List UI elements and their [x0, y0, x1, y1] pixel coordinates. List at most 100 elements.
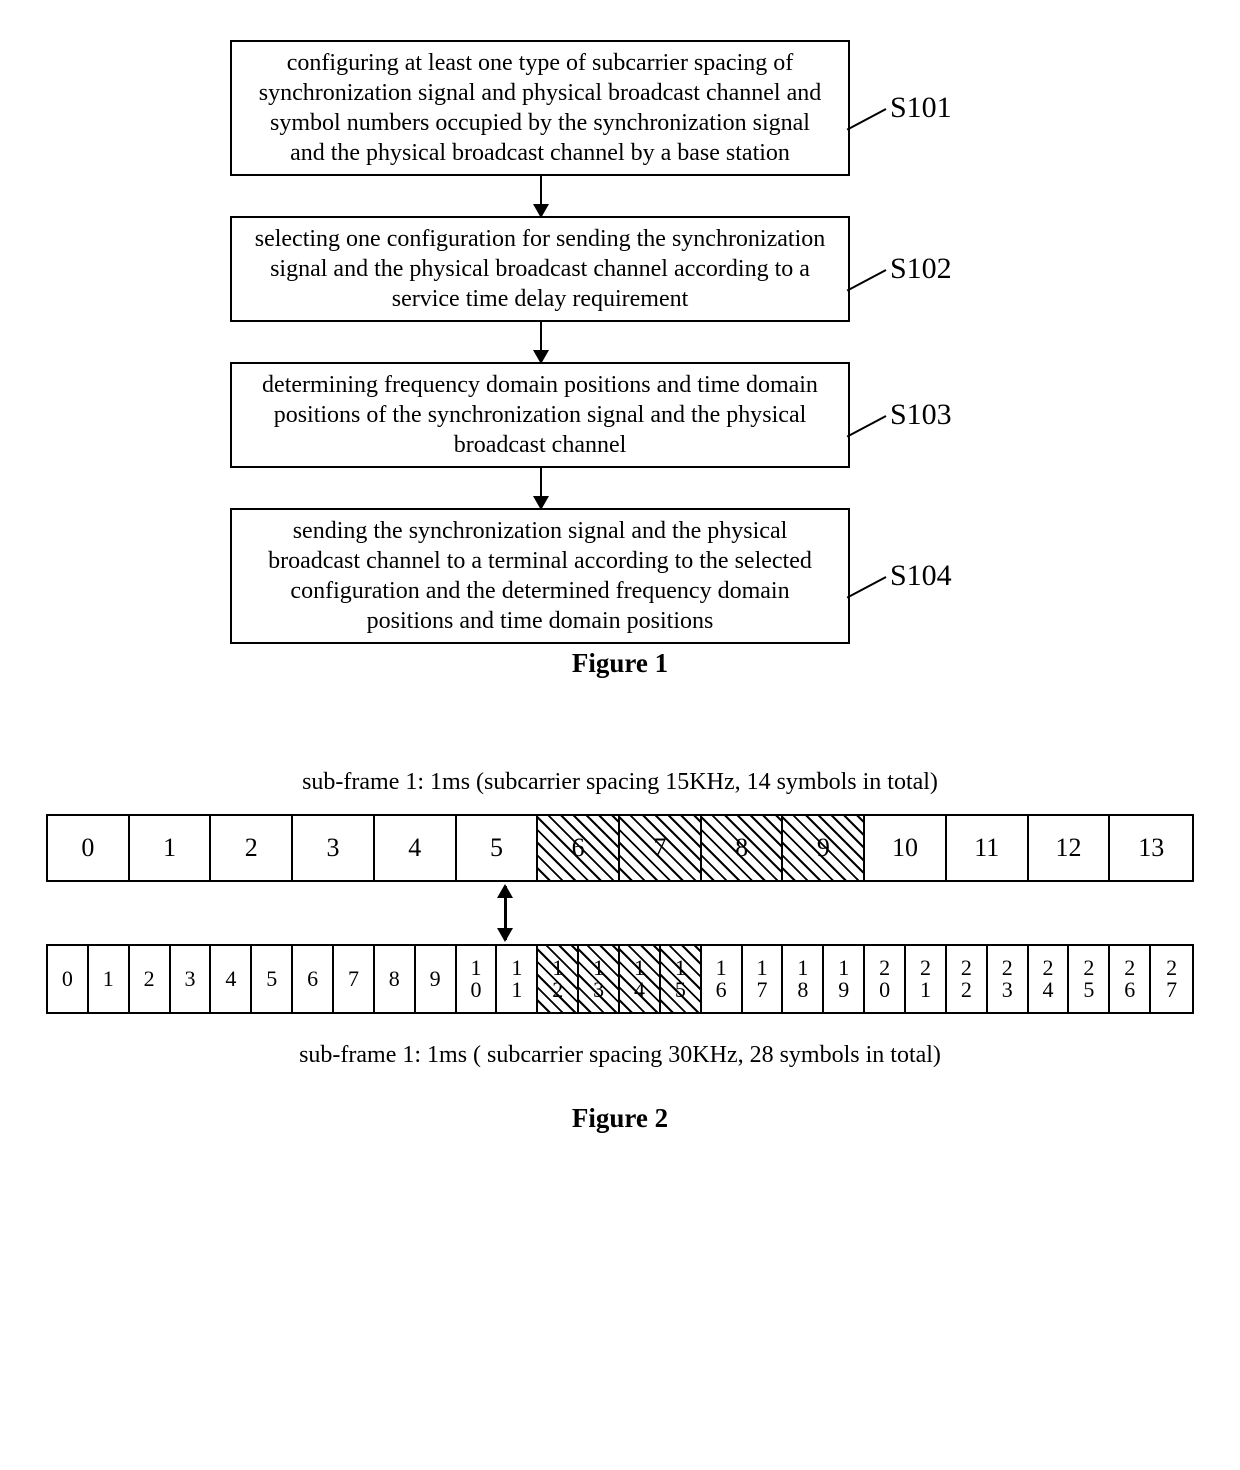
subframe-28-cell: 9: [416, 946, 457, 1012]
subframe-28-cell: 16: [702, 946, 743, 1012]
subframe-28-cell: 22: [947, 946, 988, 1012]
symbol-label: 6: [572, 833, 585, 863]
symbol-label-bottom: 7: [757, 979, 768, 1001]
flow-step-1-row: configuring at least one type of subcarr…: [230, 40, 1010, 176]
subframe-14-cell: 6: [538, 816, 620, 880]
subframe-28-cell: 15: [661, 946, 702, 1012]
subframe-28-cell: 21: [906, 946, 947, 1012]
symbol-label-bottom: 2: [552, 979, 563, 1001]
flow-step-3-box: determining frequency domain positions a…: [230, 362, 850, 468]
symbol-label: 12: [1055, 833, 1081, 863]
symbol-label-top: 1: [634, 957, 645, 979]
symbol-label: 7: [348, 968, 359, 990]
subframe-28-cell: 20: [865, 946, 906, 1012]
symbol-label-bottom: 2: [961, 979, 972, 1001]
flow-step-2-row: selecting one configuration for sending …: [230, 216, 1010, 322]
symbol-label-bottom: 3: [1002, 979, 1013, 1001]
subframe-28-cell: 5: [252, 946, 293, 1012]
symbol-label: 8: [389, 968, 400, 990]
subframe-28-cell: 4: [211, 946, 252, 1012]
symbol-label: 4: [408, 833, 421, 863]
symbol-label-bottom: 0: [471, 979, 482, 1001]
symbol-label: 3: [327, 833, 340, 863]
symbol-label-top: 2: [1083, 957, 1094, 979]
symbol-label-top: 1: [757, 957, 768, 979]
figure-2-caption: Figure 2: [572, 1103, 668, 1134]
symbol-label: 4: [225, 968, 236, 990]
subframe-28-cell: 8: [375, 946, 416, 1012]
symbol-label: 2: [245, 833, 258, 863]
flow-step-4-row: sending the synchronization signal and t…: [230, 508, 1010, 644]
subframe-28-caption: sub-frame 1: 1ms ( subcarrier spacing 30…: [299, 1042, 941, 1069]
subframe-14-row: 012345678910111213: [46, 814, 1194, 882]
flow-step-1-box: configuring at least one type of subcarr…: [230, 40, 850, 176]
subframe-28-cell: 3: [171, 946, 212, 1012]
flow-arrow-1: [540, 176, 542, 216]
symbol-label: 3: [185, 968, 196, 990]
subframe-14-cell: 4: [375, 816, 457, 880]
symbol-label-top: 2: [1124, 957, 1135, 979]
double-arrow-icon: [504, 886, 507, 940]
subframe-14-cell: 8: [702, 816, 784, 880]
symbol-label-top: 1: [593, 957, 604, 979]
flow-step-2-label: S102: [890, 252, 952, 286]
subframe-28-cell: 26: [1110, 946, 1151, 1012]
symbol-label: 1: [163, 833, 176, 863]
subframe-28-cell: 2: [130, 946, 171, 1012]
flow-step-2-text: selecting one configuration for sending …: [255, 226, 826, 312]
symbol-label: 9: [430, 968, 441, 990]
symbol-label-top: 2: [920, 957, 931, 979]
subframe-14-cell: 1: [130, 816, 212, 880]
symbol-label: 6: [307, 968, 318, 990]
symbol-label: 11: [974, 833, 999, 863]
symbol-label-bottom: 7: [1166, 979, 1177, 1001]
symbol-label-top: 2: [1166, 957, 1177, 979]
subframe-28-cell: 24: [1029, 946, 1070, 1012]
subframe-28-cell: 6: [293, 946, 334, 1012]
flow-arrow-3: [540, 468, 542, 508]
symbol-label-bottom: 8: [797, 979, 808, 1001]
subframe-28-cell: 18: [783, 946, 824, 1012]
symbol-label-top: 1: [675, 957, 686, 979]
subframe-28-cell: 10: [457, 946, 498, 1012]
symbol-label-top: 2: [879, 957, 890, 979]
subframe-28-cell: 12: [538, 946, 579, 1012]
symbol-label-top: 2: [1043, 957, 1054, 979]
symbol-label-top: 1: [471, 957, 482, 979]
subframe-28-cell: 19: [824, 946, 865, 1012]
subframe-14-cell: 11: [947, 816, 1029, 880]
symbol-label-bottom: 1: [920, 979, 931, 1001]
symbol-label-bottom: 3: [593, 979, 604, 1001]
subframe-14-caption: sub-frame 1: 1ms (subcarrier spacing 15K…: [302, 769, 938, 796]
flow-step-3-row: determining frequency domain positions a…: [230, 362, 1010, 468]
subframe-28-cell: 14: [620, 946, 661, 1012]
symbol-label-bottom: 6: [1124, 979, 1135, 1001]
symbol-label-top: 1: [797, 957, 808, 979]
symbol-label-bottom: 5: [675, 979, 686, 1001]
symbol-label-top: 1: [552, 957, 563, 979]
flow-step-4-text: sending the synchronization signal and t…: [268, 518, 812, 634]
subframe-28-cell: 27: [1151, 946, 1192, 1012]
subframe-28-cell: 11: [497, 946, 538, 1012]
subframe-14-cell: 2: [211, 816, 293, 880]
subframe-28-cell: 0: [48, 946, 89, 1012]
symbol-label-top: 2: [1002, 957, 1013, 979]
symbol-label: 1: [103, 968, 114, 990]
symbol-label: 2: [144, 968, 155, 990]
subframe-14-cell: 7: [620, 816, 702, 880]
flow-arrow-2: [540, 322, 542, 362]
symbol-label: 5: [266, 968, 277, 990]
symbol-label: 0: [81, 833, 94, 863]
flow-step-1-label: S101: [890, 91, 952, 125]
symbol-label-bottom: 1: [511, 979, 522, 1001]
symbol-label-bottom: 0: [879, 979, 890, 1001]
subframe-28-cell: 1: [89, 946, 130, 1012]
symbol-label: 10: [892, 833, 918, 863]
symbol-label-bottom: 4: [634, 979, 645, 1001]
flow-step-4-box: sending the synchronization signal and t…: [230, 508, 850, 644]
symbol-label: 0: [62, 968, 73, 990]
symbol-label-top: 1: [838, 957, 849, 979]
symbol-label: 8: [735, 833, 748, 863]
flow-step-2-box: selecting one configuration for sending …: [230, 216, 850, 322]
subframe-28-cell: 23: [988, 946, 1029, 1012]
